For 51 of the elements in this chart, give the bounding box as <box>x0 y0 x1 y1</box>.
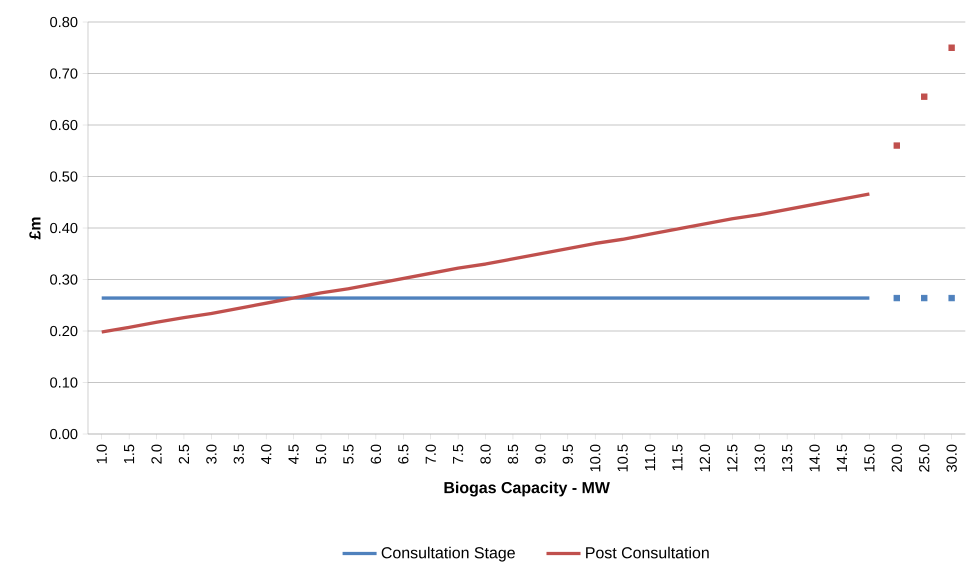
x-tick-label: 14.0 <box>809 444 820 472</box>
x-tick-label: 3.0 <box>206 444 217 464</box>
point <box>894 142 900 149</box>
point <box>921 93 928 100</box>
x-tick-label: 11.5 <box>672 444 683 470</box>
x-tick-label: 9.0 <box>535 444 546 464</box>
x-tick-label: 1.5 <box>124 444 134 464</box>
x-tick-label: 4.5 <box>288 444 299 464</box>
x-tick-label: 6.5 <box>398 444 408 464</box>
x-tick-label: 10.5 <box>617 444 628 472</box>
x-tick-label: 3.5 <box>234 444 244 464</box>
legend-label: Consultation Stage <box>382 546 515 562</box>
x-tick-label: 2.0 <box>151 444 162 464</box>
x-tick-label: 10.0 <box>590 444 600 472</box>
x-tick-label: 9.5 <box>562 444 573 464</box>
x-tick-label: 20.0 <box>892 444 902 472</box>
x-tick-label: 15.0 <box>864 444 875 472</box>
x-tick-label: 5.5 <box>343 444 354 464</box>
point <box>948 294 955 302</box>
x-tick-label: 25.0 <box>919 444 930 472</box>
x-tick-label: 2.5 <box>178 444 190 464</box>
x-tick-label: 4.0 <box>261 444 272 464</box>
legend-label: Post Consultation <box>586 546 709 558</box>
y-tick-label: 0.20 <box>50 326 78 336</box>
x-tick-label: 7.0 <box>426 444 436 464</box>
x-tick-label: 30.0 <box>946 444 957 472</box>
x-tick-label: 13.0 <box>754 444 765 472</box>
y-tick-label: 0.50 <box>50 171 78 182</box>
x-tick-label: 8.0 <box>480 444 491 464</box>
x-tick-label: 14.5 <box>836 444 848 472</box>
point <box>948 44 955 51</box>
x-tick-label: 6.0 <box>370 444 382 464</box>
x-tick-label: 8.5 <box>508 444 518 464</box>
point <box>921 294 928 302</box>
y-tick-label: 0.40 <box>50 222 78 234</box>
y-tick-label: 0.80 <box>50 16 78 28</box>
y-axis-title: £m <box>29 217 40 240</box>
x-axis-title: Biogas Capacity - MW <box>444 482 610 496</box>
x-tick-label: 5.0 <box>316 444 326 464</box>
y-tick-label: 0.60 <box>50 120 78 130</box>
y-tick-label: 0.30 <box>50 274 78 285</box>
x-tick-label: 12.0 <box>700 444 710 472</box>
y-tick-label: 0.70 <box>50 68 78 79</box>
y-tick-label: 0.00 <box>50 428 78 440</box>
x-tick-label: 12.5 <box>727 444 738 472</box>
x-tick-label: 1.0 <box>96 444 107 464</box>
point <box>894 294 900 302</box>
x-tick-label: 11.0 <box>644 444 656 470</box>
x-tick-label: 13.5 <box>782 444 792 472</box>
y-tick-label: 0.10 <box>50 377 78 388</box>
x-tick-label: 7.5 <box>453 444 464 464</box>
